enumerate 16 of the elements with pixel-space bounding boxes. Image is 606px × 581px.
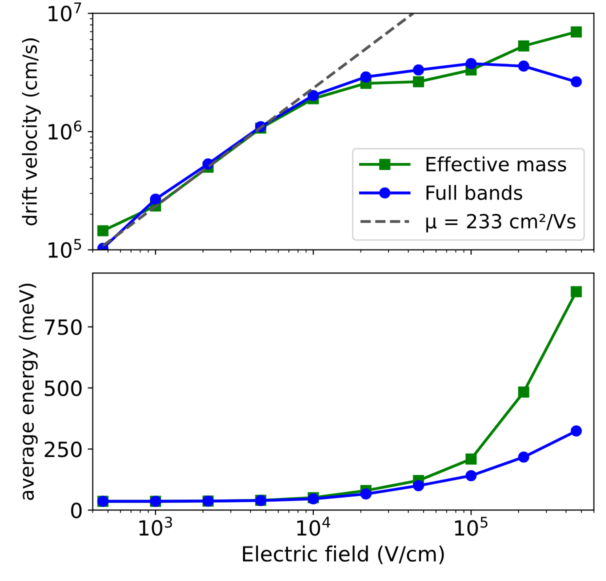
x-tick-label: 10$^{3}$ bbox=[139, 516, 172, 536]
y-tick-label: 10$^{7}$ bbox=[48, 2, 82, 22]
x-tick-label: 10$^{5}$ bbox=[455, 516, 488, 536]
y-axis-title: average energy (meV) bbox=[18, 284, 38, 500]
legend-label: Full bands bbox=[426, 184, 522, 200]
y-axis-title: drift velocity (cm/s) bbox=[22, 38, 41, 226]
x-tick-label: 10$^{4}$ bbox=[297, 516, 330, 536]
legend-label: μ = 233 cm²/Vs bbox=[426, 214, 576, 232]
y-tick-label: 500 bbox=[44, 380, 82, 396]
y-tick-label: 750 bbox=[44, 319, 82, 336]
y-tick-label: 0 bbox=[71, 502, 82, 518]
y-tick-label: 250 bbox=[44, 441, 82, 458]
legend-label: Effective mass bbox=[426, 156, 566, 172]
y-tick-label: 10$^{5}$ bbox=[48, 238, 82, 258]
y-tick-label: 10$^{6}$ bbox=[48, 120, 82, 140]
x-axis-title: Electric field (V/cm) bbox=[243, 546, 444, 564]
